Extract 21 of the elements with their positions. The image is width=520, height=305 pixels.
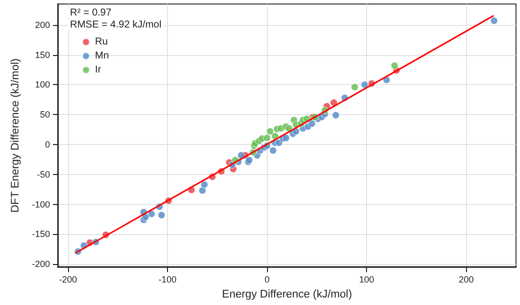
x-tick-label: -200 [58, 274, 77, 285]
y-tick-label: -50 [36, 169, 50, 180]
x-tick-label: 0 [264, 274, 270, 285]
y-tick-label: 150 [34, 50, 50, 60]
y-tick-label: 0 [44, 140, 50, 150]
x-tick-label: 200 [458, 274, 474, 285]
x-axis-title: Energy Difference (kJ/mol) [222, 288, 352, 300]
annotation: RMSE = 4.92 kJ/mol [70, 20, 162, 30]
x-tick-label: -100 [158, 274, 177, 285]
legend-label: Ru [95, 36, 108, 48]
legend-label: Mn [95, 50, 109, 62]
legend-label: Ir [95, 64, 102, 76]
y-tick-label: -200 [32, 259, 50, 270]
y-tick-label: 200 [34, 20, 50, 30]
y-axis-title: DFT Energy Difference (kJ/mol) [10, 58, 22, 213]
x-tick-label: 100 [359, 274, 374, 285]
y-tick-label: -150 [32, 229, 50, 240]
y-tick-label: -100 [32, 199, 50, 210]
y-tick-label: 50 [40, 110, 50, 120]
y-tick-label: 100 [34, 80, 50, 90]
annotation: R² = 0.97 [70, 8, 112, 18]
